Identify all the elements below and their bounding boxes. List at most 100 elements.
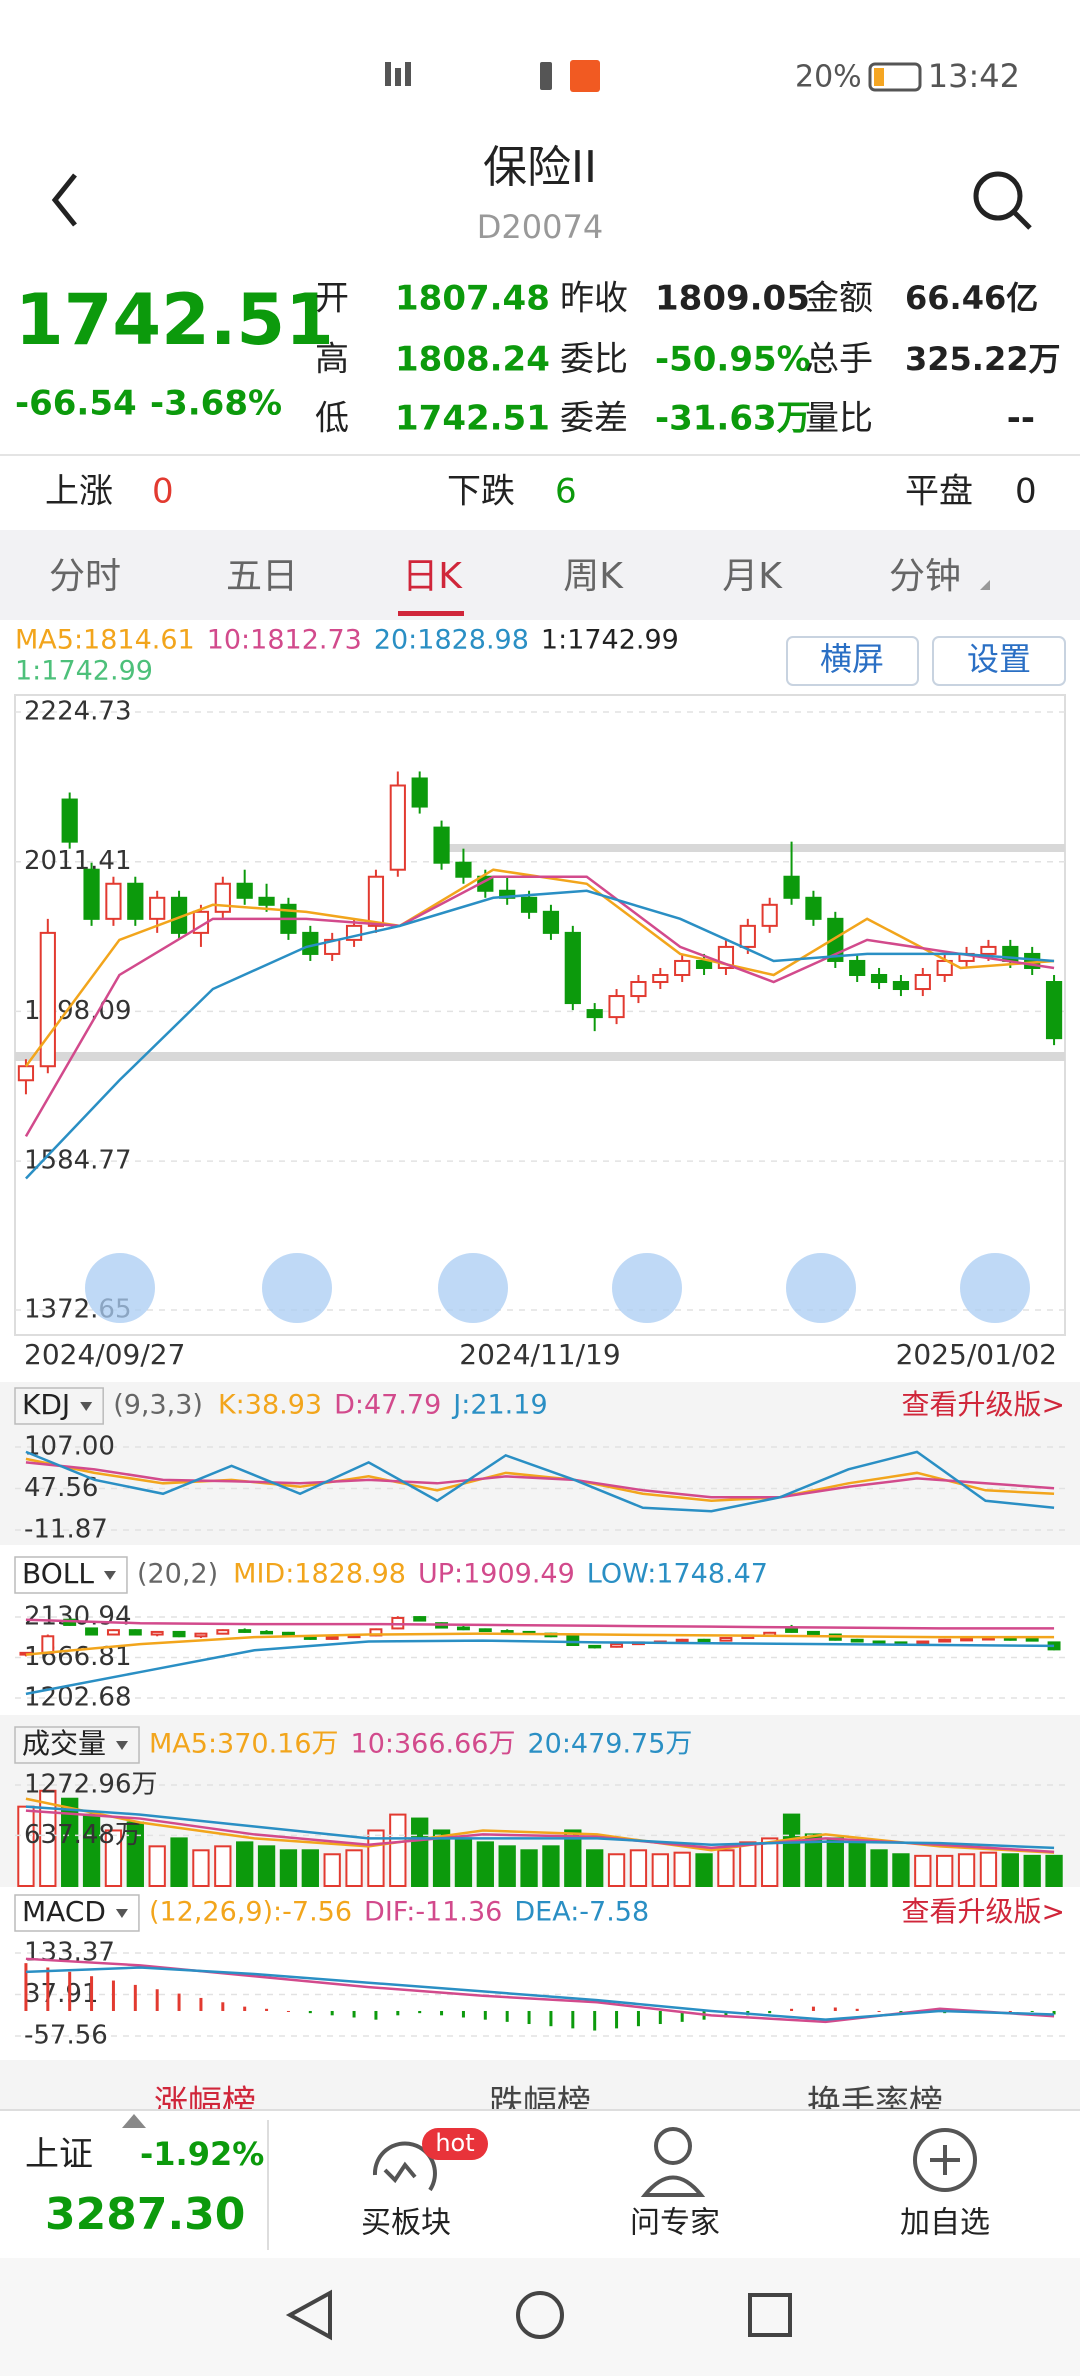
candle-body (194, 1632, 208, 1638)
settings-button[interactable] (932, 636, 1066, 686)
candle-body (938, 1638, 952, 1643)
macd-bar (133, 1984, 137, 2011)
volume-bar (148, 1845, 166, 1888)
tab-underline (398, 611, 464, 616)
candle-body (41, 1635, 55, 1654)
stat-value: 66.46亿 (905, 279, 1038, 317)
volume-bar (542, 1845, 560, 1888)
chart-nav-button[interactable] (262, 1253, 332, 1323)
volume-bar (61, 1797, 79, 1888)
stat-label: 金额 (805, 279, 873, 319)
volume-bar (1023, 1854, 1041, 1888)
macd-bar (833, 2007, 837, 2011)
action-label[interactable]: 买板块 (361, 2206, 451, 2241)
back-button[interactable] (51, 173, 77, 227)
y-tick-label: 1584.77 (24, 1146, 132, 1176)
candle-body (455, 861, 472, 878)
macd-bar (308, 2010, 312, 2014)
x-tick-label: 2024/09/27 (24, 1338, 185, 1371)
macd-bar (505, 2010, 509, 2022)
macd-bar (243, 2006, 247, 2011)
chart-nav-button[interactable] (612, 1253, 682, 1323)
rank-tab: 涨幅榜 (154, 2084, 256, 2124)
y-tick-label: 37.91 (24, 1979, 98, 2009)
volume-bar (345, 1849, 363, 1887)
tab[interactable]: 分时 (49, 556, 121, 597)
candle-body (260, 1630, 274, 1635)
volume-bar (892, 1853, 910, 1887)
tab[interactable]: 五日 (226, 556, 298, 597)
pane-selector (14, 1726, 140, 1764)
tab[interactable]: 日K (402, 556, 463, 597)
candle-body (586, 1009, 603, 1019)
legend-item: 10:1812.73 (207, 625, 362, 656)
y-tick-label: 47.56 (24, 1473, 98, 1503)
candle-body (652, 973, 669, 984)
battery: 20% (795, 60, 862, 95)
chart-nav-button[interactable] (85, 1253, 155, 1323)
stat-value: 1742.51 (395, 399, 550, 439)
volume-bar (411, 1817, 429, 1887)
volume-bar (848, 1841, 866, 1888)
candle-body (805, 896, 822, 920)
candle-body (564, 931, 581, 1005)
macd-bar (90, 1976, 94, 2011)
y-tick-label: 2011.41 (24, 846, 132, 876)
macd-bar (1052, 2010, 1056, 2015)
legend-item: K:38.93 (218, 1390, 322, 1421)
landscape-button[interactable] (786, 636, 919, 686)
pane-selector (14, 1894, 140, 1932)
y-tick-label: 1272.96万 (24, 1770, 158, 1800)
tab[interactable]: 分钟 (889, 556, 961, 597)
y-tick-label: 2224.73 (24, 697, 132, 727)
candle-body (980, 945, 997, 955)
legend-item: LOW:1748.47 (587, 1559, 768, 1590)
indicator-line (25, 1805, 1055, 1850)
macd-bar (571, 2010, 575, 2029)
action-label[interactable]: 问专家 (630, 2206, 720, 2241)
chart-nav-button[interactable] (786, 1253, 856, 1323)
candle-body (870, 973, 888, 984)
volume-bar (454, 1837, 473, 1887)
candle-body (258, 896, 275, 906)
candle-body (127, 882, 144, 920)
legend-item: 20:479.75万 (527, 1729, 692, 1760)
candle-body (610, 1643, 624, 1648)
volume-bar (586, 1849, 604, 1887)
search-button[interactable] (973, 171, 1032, 230)
candle-body (761, 903, 778, 927)
stat-label: 低 (315, 399, 349, 439)
candle-body (106, 1629, 120, 1636)
indicator-line (25, 1639, 1055, 1696)
volume-bar (520, 1849, 538, 1887)
macd-bar (286, 2010, 290, 2012)
x-tick-label: 2025/01/02 (896, 1338, 1057, 1371)
macd-bar (111, 1980, 115, 2011)
volume-bar (432, 1829, 451, 1888)
breadth-label: 下跌 (447, 472, 515, 512)
upgrade-link[interactable]: 查看升级版> (902, 1895, 1065, 1928)
pane-selector (14, 1387, 104, 1425)
title: 保险II (483, 142, 597, 193)
nav-buttons[interactable] (285, 2289, 792, 2341)
macd-bar (877, 2010, 881, 2012)
stat-value: -- (1007, 399, 1035, 439)
volume-bar (192, 1849, 210, 1887)
candle-body (413, 1616, 427, 1622)
candle-body (872, 1640, 886, 1645)
pane-arrow (115, 1909, 128, 1918)
chart-nav-button[interactable] (438, 1253, 508, 1323)
action-icons (372, 2127, 977, 2197)
candle-body (542, 910, 560, 934)
chart-nav-button[interactable] (960, 1253, 1030, 1323)
candle-body (630, 981, 647, 998)
stat-value: 1807.48 (395, 279, 550, 319)
tab[interactable]: 月K (722, 556, 783, 597)
legend-item: D:47.79 (334, 1390, 441, 1421)
upgrade-link[interactable]: 查看升级版> (902, 1388, 1065, 1421)
candle-body (849, 959, 866, 976)
tab[interactable]: 周K (563, 556, 624, 597)
action-label[interactable]: 加自选 (900, 2206, 990, 2241)
